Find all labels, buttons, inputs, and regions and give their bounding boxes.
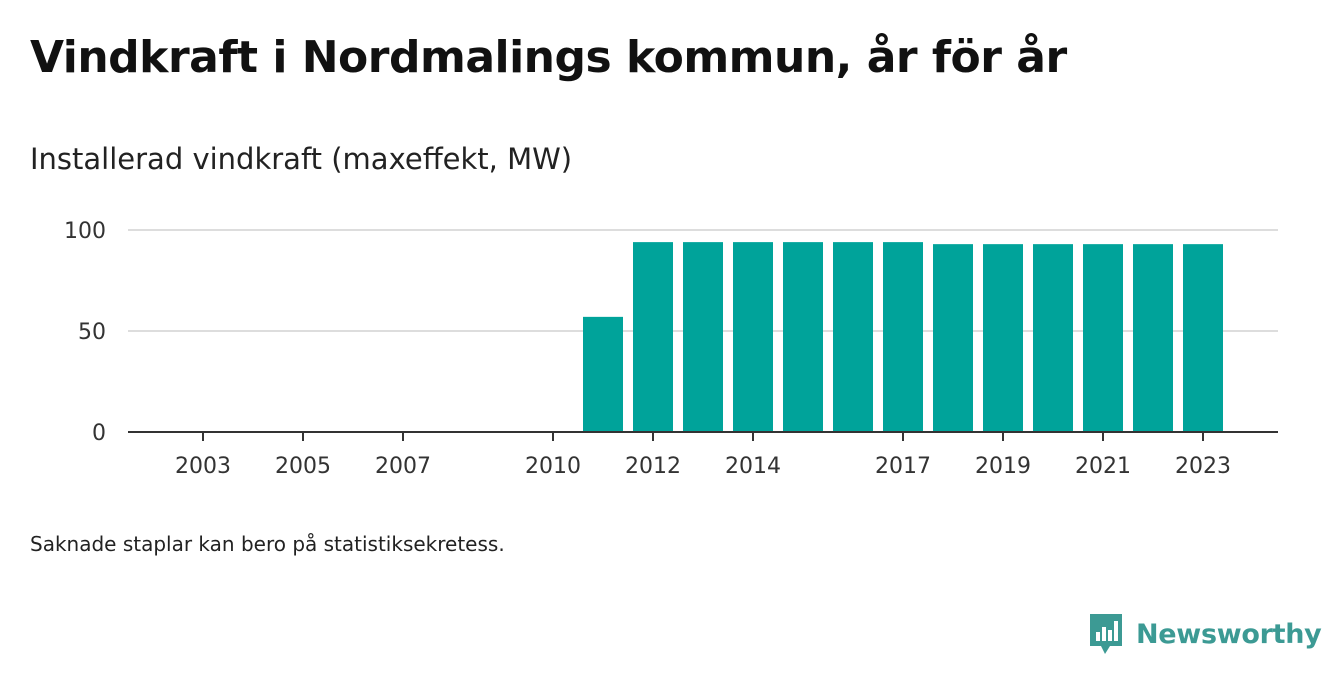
x-tick-label: 2014 — [725, 454, 781, 479]
x-tick-label: 2003 — [175, 454, 231, 479]
bar-2011 — [583, 316, 623, 432]
bar-2014 — [733, 242, 773, 432]
bar-2021 — [1083, 244, 1123, 432]
x-tick-label: 2023 — [1175, 454, 1231, 479]
x-tick-label: 2007 — [375, 454, 431, 479]
bar-2019 — [983, 244, 1023, 432]
bar-2023 — [1183, 244, 1223, 432]
bar-2022 — [1133, 244, 1173, 432]
bar-2015 — [783, 242, 823, 432]
brand-name: Newsworthy — [1136, 618, 1322, 650]
chart-title: Vindkraft i Nordmalings kommun, år för å… — [30, 32, 1067, 83]
chart-subtitle: Installerad vindkraft (maxeffekt, MW) — [30, 142, 573, 176]
newsworthy-logo-icon — [1090, 614, 1122, 654]
y-tick-label: 0 — [92, 421, 106, 446]
bar-2017 — [883, 242, 923, 432]
newsworthy-brand[interactable]: Newsworthy — [1088, 612, 1322, 656]
x-tick-label: 2021 — [1075, 454, 1131, 479]
x-tick-label: 2017 — [875, 454, 931, 479]
x-axis: 2003 2005 2007 2010 2012 2014 2017 2019 2021 2023 — [128, 431, 1278, 479]
bar-2012 — [633, 242, 673, 432]
bar-2018 — [933, 244, 973, 432]
footnote: Saknade staplar kan bero på statistiksek… — [30, 532, 505, 556]
bars — [583, 242, 1223, 432]
bar-2013 — [683, 242, 723, 432]
y-tick-label: 100 — [64, 219, 106, 244]
x-tick-label: 2012 — [625, 454, 681, 479]
y-tick-label: 50 — [78, 320, 106, 345]
x-tick-label: 2005 — [275, 454, 331, 479]
bar-2016 — [833, 242, 873, 432]
bar-2020 — [1033, 244, 1073, 432]
x-tick-label: 2019 — [975, 454, 1031, 479]
y-axis-ticks: 0 50 100 — [64, 219, 106, 446]
x-tick-label: 2010 — [525, 454, 581, 479]
